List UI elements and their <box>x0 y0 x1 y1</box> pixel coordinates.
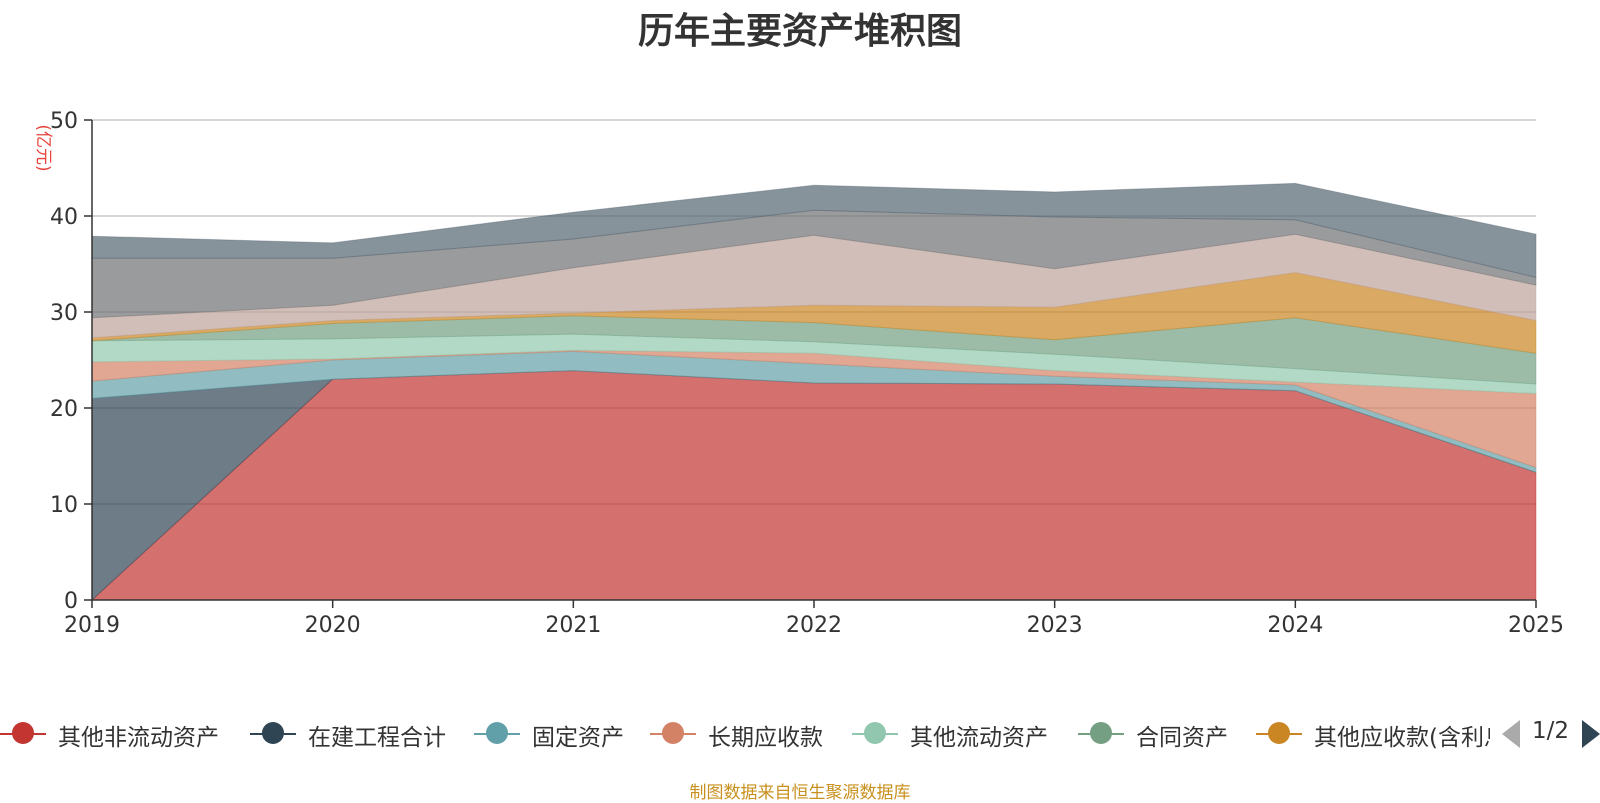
x-tick-label: 2024 <box>1267 613 1323 638</box>
legend-dot-icon <box>486 722 508 744</box>
x-tick-label: 2019 <box>64 613 120 638</box>
legend-prev-icon[interactable] <box>1502 720 1520 748</box>
legend-dot-icon <box>262 722 284 744</box>
y-tick-label: 30 <box>50 301 78 326</box>
legend-next-icon[interactable] <box>1582 720 1600 748</box>
area-series-3 <box>91 349 1537 469</box>
x-tick-label: 2025 <box>1508 613 1564 638</box>
data-source-note: 制图数据来自恒生聚源数据库 <box>689 783 911 803</box>
axis-layer: 0 10 20 30 40 50 2019 2020 2021 2022 2023 2024 2025 <box>50 109 1564 638</box>
legend-dot-icon <box>1268 722 1290 744</box>
y-tick-label: 0 <box>64 589 78 614</box>
x-tick-label: 2021 <box>545 613 601 638</box>
legend-label: 长期应收款 <box>708 725 823 751</box>
legend-label: 其他非流动资产 <box>58 725 219 751</box>
legend-dot-icon <box>864 722 886 744</box>
y-axis-label: (亿元) <box>33 124 53 171</box>
legend-pager: 1/2 <box>1500 716 1600 752</box>
y-tick-label: 50 <box>50 109 78 134</box>
legend: 其他非流动资产 在建工程合计 固定资产 长期应收款 其他流动资产 合同资产 其他应收款(含利… <box>0 716 1490 752</box>
y-tick-label: 20 <box>50 397 78 422</box>
chart-title: 历年主要资产堆积图 <box>637 11 962 52</box>
area-layer <box>90 182 1537 602</box>
legend-label: 合同资产 <box>1136 725 1228 751</box>
x-tick-label: 2020 <box>305 613 361 638</box>
y-tick-label: 10 <box>50 493 78 518</box>
x-tick-label: 2023 <box>1027 613 1083 638</box>
legend-label: 固定资产 <box>532 725 624 751</box>
legend-page-indicator: 1/2 <box>1532 718 1570 744</box>
area-series-0 <box>90 370 1537 601</box>
legend-label: 其他应收款(含利息和股利) <box>1314 725 1490 751</box>
legend-dot-icon <box>1090 722 1112 744</box>
x-tick-label: 2022 <box>786 613 842 638</box>
legend-dot-icon <box>662 722 684 744</box>
legend-label: 其他流动资产 <box>910 725 1048 751</box>
y-tick-label: 40 <box>50 205 78 230</box>
area-series-9 <box>91 182 1537 279</box>
legend-label: 在建工程合计 <box>308 725 446 751</box>
legend-dot-icon <box>12 722 34 744</box>
